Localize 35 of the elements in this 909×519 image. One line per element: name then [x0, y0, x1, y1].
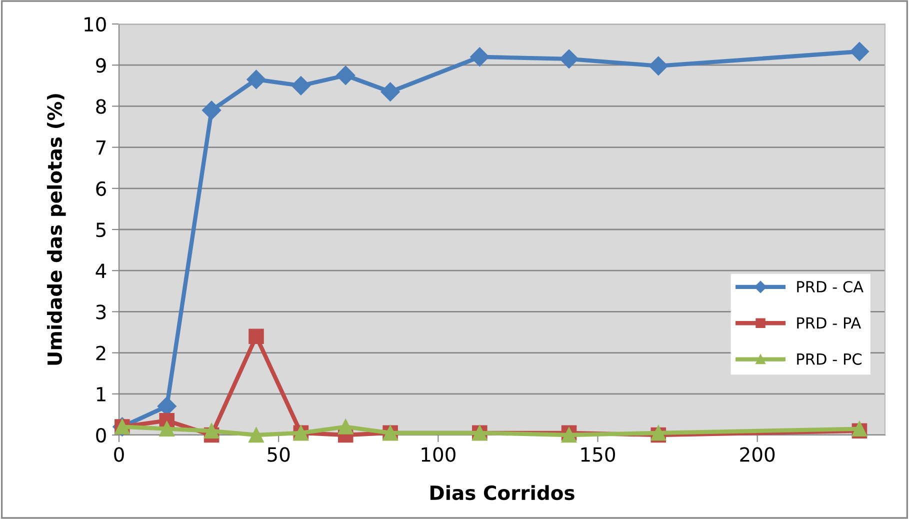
y-tick-label: 10: [84, 16, 106, 32]
x-tick-label: 200: [740, 447, 775, 462]
y-tick-label: 6: [96, 181, 106, 196]
x-tick-label: 50: [268, 447, 290, 462]
point: [850, 42, 869, 62]
point: [380, 82, 400, 102]
point: [204, 423, 220, 439]
y-tick-label: 0: [96, 428, 106, 443]
legend-label: PRD - CA: [797, 280, 864, 293]
point: [338, 419, 354, 434]
y-tick-label: 8: [96, 99, 106, 114]
y-tick-label: 4: [96, 264, 106, 278]
point: [648, 56, 668, 76]
point: [248, 427, 264, 443]
x-tick-label: 0: [114, 447, 124, 462]
point: [159, 421, 175, 436]
y-tick-label: 5: [96, 222, 106, 238]
point: [291, 76, 310, 96]
x-tick-label: 100: [422, 447, 456, 462]
point: [336, 66, 356, 85]
point: [559, 49, 579, 68]
x-tick-label: 150: [581, 447, 616, 462]
y-tick-label: 2: [96, 346, 106, 360]
y-axis-title: Umidade das pelotas (%): [46, 94, 66, 365]
x-axis-title: Dias Corridos: [430, 485, 574, 500]
y-tick-label: 1: [96, 387, 106, 402]
y-tick-label: 3: [96, 304, 106, 320]
point: [470, 47, 490, 66]
point: [246, 70, 266, 90]
legend-label: PRD - PA: [797, 317, 862, 328]
point: [248, 328, 264, 344]
y-tick-label: 9: [96, 58, 106, 73]
y-tick-label: 7: [96, 140, 106, 155]
point: [202, 100, 222, 120]
legend-label: PRD - PC: [797, 353, 862, 365]
